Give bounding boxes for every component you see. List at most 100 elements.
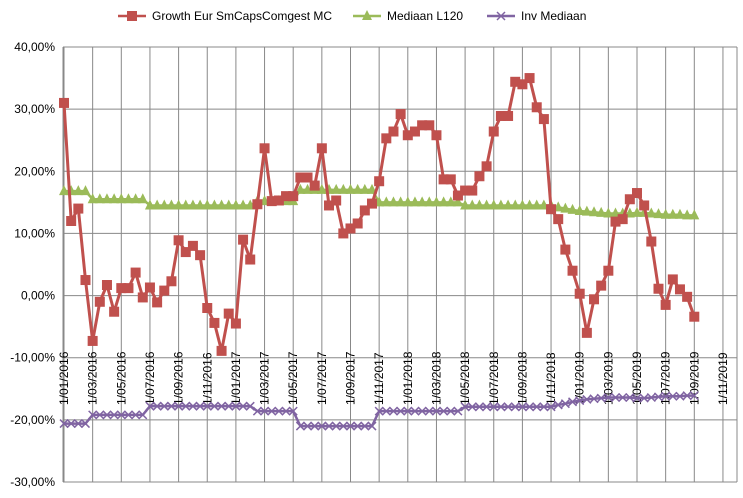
- data-point-square: [94, 296, 105, 307]
- data-point-x: [209, 401, 219, 411]
- data-point-x: [639, 393, 649, 403]
- x-tick-label: 1/09/2017: [344, 351, 358, 405]
- data-point-x: [102, 410, 112, 420]
- data-point-triangle: [331, 183, 342, 194]
- data-point-x: [467, 402, 477, 412]
- data-point-x: [403, 406, 413, 416]
- data-point-square: [574, 288, 585, 299]
- data-point-triangle: [137, 193, 148, 204]
- data-point-square: [531, 102, 542, 113]
- data-point-triangle: [101, 193, 112, 204]
- legend-marker-triangle-icon: [362, 10, 372, 20]
- legend-label: Inv Mediaan: [521, 9, 586, 23]
- data-point-x: [510, 402, 520, 412]
- data-point-x: [145, 401, 155, 411]
- legend-label: Mediaan L120: [387, 9, 463, 23]
- data-point-x: [589, 394, 599, 404]
- data-point-x: [245, 401, 255, 411]
- data-point-square: [209, 317, 220, 328]
- data-point-x: [345, 421, 356, 431]
- data-point-square: [324, 200, 335, 211]
- data-point-x: [288, 406, 298, 416]
- x-tick-label: 1/11/2019: [716, 352, 730, 405]
- data-point-triangle: [581, 205, 592, 216]
- data-point-x: [625, 392, 635, 403]
- data-point-triangle: [474, 199, 485, 210]
- data-point-x: [260, 406, 270, 416]
- x-tick-label: 1/05/2017: [286, 351, 300, 405]
- data-point-square: [366, 198, 377, 209]
- x-axis-labels: 1/01/2016 1/03/2016 1/05/2016 1/07/2016 1/09…: [57, 351, 730, 405]
- data-point-x: [675, 391, 685, 401]
- data-point-square: [101, 280, 112, 291]
- data-point-x: [159, 401, 169, 411]
- data-point-square: [173, 235, 184, 246]
- data-point-x: [73, 419, 83, 429]
- data-point-x: [267, 406, 277, 416]
- data-point-triangle: [452, 196, 463, 207]
- data-point-x: [453, 406, 463, 416]
- data-point-triangle: [144, 199, 155, 210]
- data-point-triangle: [187, 199, 198, 210]
- data-point-square: [223, 308, 234, 319]
- data-point-x: [417, 406, 427, 416]
- data-point-triangle: [180, 199, 191, 210]
- data-point-square: [87, 335, 98, 346]
- data-point-triangle: [338, 183, 349, 194]
- data-point-x: [661, 391, 671, 401]
- data-point-triangle: [409, 196, 420, 207]
- x-tick-label: 1/05/2018: [458, 351, 472, 405]
- data-point-x: [152, 401, 162, 411]
- data-point-square: [460, 185, 471, 196]
- data-point-triangle: [674, 208, 685, 219]
- data-point-x: [181, 401, 191, 411]
- data-point-triangle: [116, 193, 127, 204]
- x-tick-label: 1/05/2019: [630, 351, 644, 405]
- data-point-x: [353, 421, 363, 431]
- data-point-square: [503, 110, 514, 121]
- data-point-triangle: [94, 193, 105, 204]
- data-point-x: [503, 402, 513, 412]
- data-point-square: [474, 171, 485, 182]
- x-tick-label: 1/01/2019: [573, 351, 587, 405]
- legend-marker-square-icon: [127, 11, 137, 21]
- data-point-square: [452, 190, 463, 201]
- data-point-square: [266, 196, 277, 207]
- data-point-square: [295, 172, 306, 183]
- data-point-square: [80, 275, 91, 286]
- data-point-triangle: [632, 206, 642, 217]
- data-point-triangle: [417, 196, 428, 207]
- data-point-triangle: [660, 208, 671, 219]
- legend-item: Growth Eur SmCapsComgest MC: [118, 9, 332, 23]
- data-point-x: [532, 402, 542, 412]
- data-point-x: [295, 421, 305, 431]
- data-point-triangle: [596, 206, 607, 217]
- data-point-triangle: [431, 196, 442, 207]
- data-point-triangle: [603, 207, 614, 218]
- data-point-square: [187, 240, 198, 251]
- data-point-square: [216, 345, 227, 356]
- data-point-triangle: [667, 208, 678, 219]
- data-point-square: [388, 126, 399, 137]
- data-point-triangle: [80, 185, 91, 196]
- data-point-x: [653, 392, 664, 402]
- data-point-x: [439, 406, 449, 416]
- data-point-x: [367, 421, 377, 431]
- data-point-square: [152, 297, 163, 308]
- data-point-square: [374, 176, 385, 187]
- data-point-x: [231, 401, 241, 411]
- x-tick-label: 1/01/2018: [401, 351, 415, 405]
- data-point-square: [553, 214, 564, 225]
- data-point-square: [73, 203, 84, 214]
- data-point-square: [674, 284, 685, 295]
- x-tick-label: 1/09/2018: [515, 351, 529, 405]
- data-point-square: [195, 250, 206, 261]
- data-point-triangle: [159, 199, 170, 210]
- data-point-triangle: [503, 199, 514, 210]
- data-point-triangle: [223, 199, 234, 210]
- data-point-square: [495, 110, 506, 121]
- y-axis-labels: 40,00% 30,00% 20,00% 10,00% 0,00% -10,00% -20,…: [10, 40, 55, 489]
- data-point-triangle: [467, 199, 478, 210]
- data-point-triangle: [481, 199, 492, 210]
